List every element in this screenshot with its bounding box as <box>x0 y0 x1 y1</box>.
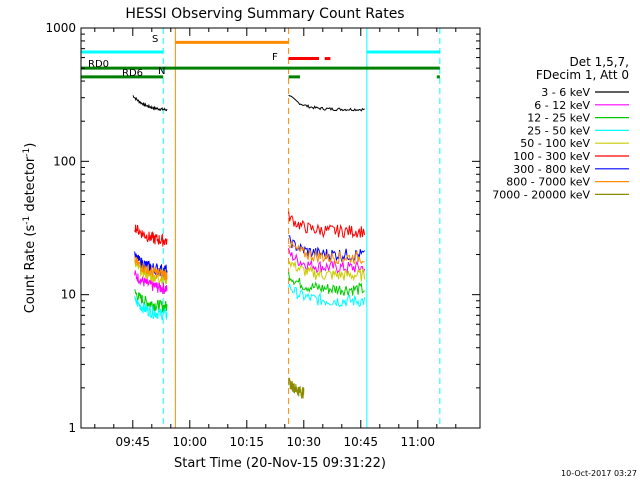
legend-label-0: 3 - 6 keV <box>541 86 590 99</box>
legend-label-7: 800 - 7000 keV <box>506 176 590 189</box>
y-axis-label: Count Rate (s-1 detector-1) <box>22 143 38 314</box>
y-axis-label-main: Count Rate (s <box>23 225 38 314</box>
x-axis-ticks: 09:45 10:00 10:15 10:30 10:45 11:00 <box>94 28 457 449</box>
y-axis-ticks: 1 10 100 1000 <box>45 21 480 435</box>
legend-label-2: 12 - 25 keV <box>527 112 590 125</box>
series-5-segment-1 <box>288 211 366 239</box>
plot-frame <box>80 27 481 429</box>
series-7-segment-1 <box>288 240 365 266</box>
legend-header-line2: FDecim 1, Att 0 <box>536 68 629 82</box>
legend-label-1: 6 - 12 keV <box>534 99 590 112</box>
y-axis-label-sup2: -1 <box>22 148 32 157</box>
y-axis-label-tail: detector <box>23 156 38 216</box>
legend-label-6: 300 - 800 keV <box>513 163 590 176</box>
series-8-segment-0 <box>288 377 305 399</box>
x-tick-label-0: 09:45 <box>115 435 150 449</box>
legend-label-4: 50 - 100 keV <box>520 137 590 150</box>
series-7-segment-0 <box>134 255 168 281</box>
x-tick-label-1: 10:00 <box>172 435 207 449</box>
x-tick-label-4: 10:45 <box>343 435 378 449</box>
series-2-segment-0 <box>134 289 168 313</box>
flag-label-s: S <box>152 34 158 45</box>
x-axis-label: Start Time (20-Nov-15 09:31:22) <box>174 456 386 471</box>
y-tick-label-3: 1000 <box>45 21 76 35</box>
x-tick-label-3: 10:30 <box>286 435 321 449</box>
legend-label-8: 7000 - 20000 keV <box>492 188 590 201</box>
series-3-segment-0 <box>134 296 168 321</box>
flag-label-rd6: RD6 <box>122 68 143 79</box>
series-4-segment-1 <box>288 260 366 282</box>
series-5-segment-0 <box>134 224 168 247</box>
x-tick-label-2: 10:15 <box>229 435 264 449</box>
x-tick-label-5: 11:00 <box>400 435 435 449</box>
footer-timestamp: 10-Oct-2017 03:27 <box>561 469 637 478</box>
flag-label-n: N <box>158 66 165 77</box>
series-0-segment-0 <box>132 95 168 112</box>
y-tick-label-0: 1 <box>68 421 76 435</box>
legend-header-line1: Det 1,5,7, <box>570 55 630 69</box>
flag-label-rd0: RD0 <box>88 59 109 70</box>
plot-traces: S N F RD0 RD6 <box>81 28 441 428</box>
series-0-segment-1 <box>288 94 365 112</box>
y-axis-label-sup: -1 <box>22 216 32 225</box>
y-axis-label-close: ) <box>23 143 38 148</box>
y-tick-label-2: 100 <box>53 154 76 168</box>
series-1-segment-1 <box>288 248 366 275</box>
flag-label-f: F <box>272 52 278 63</box>
legend-label-3: 25 - 50 keV <box>527 124 590 137</box>
series-3-segment-1 <box>288 283 366 308</box>
legend-label-5: 100 - 300 keV <box>513 150 590 163</box>
series-2-segment-1 <box>288 271 365 296</box>
chart-title: HESSI Observing Summary Count Rates <box>125 6 404 22</box>
y-tick-label-1: 10 <box>61 288 76 302</box>
